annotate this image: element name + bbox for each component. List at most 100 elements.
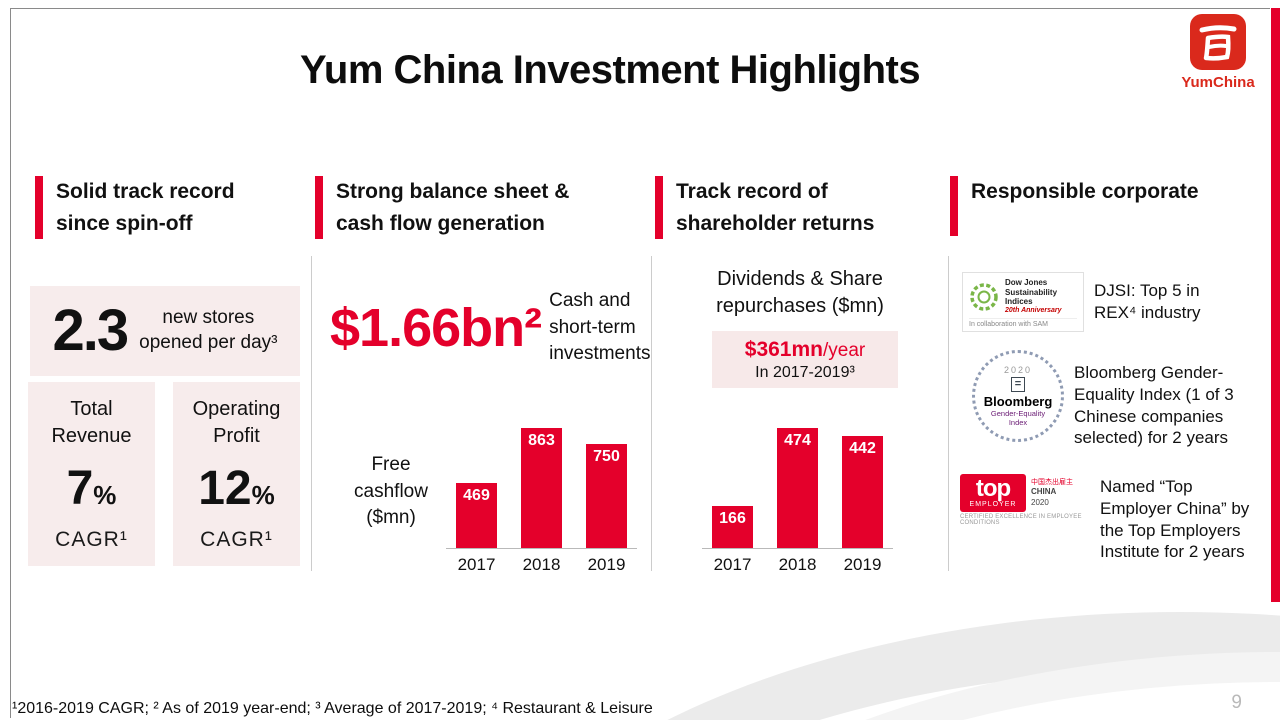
profit-caption: CAGR¹ — [200, 528, 273, 551]
header-text: Track record of shareholder returns — [676, 176, 874, 239]
djsi-logo-top: Dow Jones Sustainability Indices 20th An… — [969, 278, 1077, 315]
header-line: Strong balance sheet & — [336, 180, 570, 203]
djsi-logo-text: Dow Jones Sustainability Indices 20th An… — [1005, 278, 1062, 315]
bar-2018: 863 — [521, 428, 562, 548]
dividends-amount-suffix: /year — [822, 339, 866, 361]
profit-label: Operating Profit — [193, 396, 281, 450]
bloomberg-text: Bloomberg Gender-Equality Index (1 of 3 … — [1074, 363, 1234, 448]
employer-word: EMPLOYER — [969, 501, 1017, 508]
bar-2018: 474 — [777, 428, 818, 548]
profit-label-line2: Profit — [213, 425, 260, 447]
right-red-stripe — [1271, 8, 1280, 602]
top-employer-row: top EMPLOYER 中国杰出雇主 CHINA 2020 CERTIFIED… — [960, 474, 1264, 563]
bar-value-label: 863 — [528, 432, 555, 449]
bloomberg-year: 2020 — [1003, 365, 1033, 376]
top-word: top — [975, 475, 1011, 502]
revenue-value-row: 7% — [67, 465, 117, 513]
revenue-label-line1: Total — [70, 398, 113, 420]
bloomberg-gei-logo: 2020 = Bloomberg Gender-Equality Index — [972, 350, 1064, 442]
cash-label: Cash and short-term investments — [549, 290, 651, 365]
profit-value: 12 — [198, 462, 252, 515]
page-title: Yum China Investment Highlights — [299, 48, 921, 92]
cash-value: $1.66bn² — [330, 297, 542, 358]
bar-value-label: 166 — [719, 510, 746, 527]
djsi-anniversary: 20th Anniversary — [1005, 306, 1062, 314]
top-employer-year: 2020 — [1031, 497, 1049, 507]
footnote: ¹2016-2019 CAGR; ² As of 2019 year-end; … — [12, 700, 653, 717]
revenue-label: Total Revenue — [51, 396, 131, 450]
yumchina-logo-icon — [1190, 14, 1246, 70]
x-axis-labels: 2017 2018 2019 — [446, 549, 637, 575]
red-accent-bar — [315, 176, 323, 239]
cash-stat: $1.66bn² Cash and short-term investments — [330, 288, 665, 368]
header-text: Strong balance sheet & cash flow generat… — [336, 176, 569, 239]
revenue-value: 7 — [66, 462, 94, 515]
dividends-heading-line1: Dividends & Share — [717, 268, 883, 290]
equality-symbol-icon: = — [1010, 377, 1026, 392]
header-line: since spin-off — [56, 211, 193, 235]
djsi-logo: Dow Jones Sustainability Indices 20th An… — [962, 272, 1084, 333]
header-text: Responsible corporate — [971, 176, 1199, 236]
header-shareholder-returns: Track record of shareholder returns — [655, 176, 874, 239]
revenue-unit: % — [93, 480, 117, 510]
new-stores-value: 2.3 — [52, 298, 129, 363]
djsi-text: DJSI: Top 5 in REX⁴ industry — [1094, 281, 1201, 322]
bar-2017: 469 — [456, 483, 497, 548]
top-employer-cn: 中国杰出雇主 — [1031, 479, 1073, 487]
top-employer-logo-main: top EMPLOYER 中国杰出雇主 CHINA 2020 — [960, 474, 1090, 512]
top-employer-caption: CERTIFIED EXCELLENCE IN EMPLOYEE CONDITI… — [960, 514, 1082, 526]
x-tick: 2017 — [713, 555, 752, 574]
djsi-line1: Dow Jones — [1005, 278, 1048, 287]
bloomberg-sub: Gender-Equality Index — [991, 409, 1045, 427]
djsi-caption: In collaboration with SAM — [969, 318, 1077, 328]
red-accent-bar — [35, 176, 43, 239]
calligraphy-glyph — [1199, 25, 1237, 61]
header-balance-sheet: Strong balance sheet & cash flow generat… — [315, 176, 569, 239]
x-tick: 2019 — [587, 555, 626, 574]
dividends-chart: 166 474 442 2017 2018 2019 — [702, 418, 893, 575]
header-solid-track-record: Solid track record since spin-off — [35, 176, 235, 239]
revenue-caption: CAGR¹ — [55, 528, 128, 551]
dividends-amount-line: $361mn/year — [745, 338, 865, 362]
bloomberg-row: 2020 = Bloomberg Gender-Equality Index B… — [962, 350, 1250, 449]
brand-logo: YumChina — [1178, 14, 1258, 91]
new-stores-label-line1: new stores — [162, 307, 255, 329]
bloomberg-name: Bloomberg — [983, 393, 1053, 409]
bar-2019: 750 — [586, 444, 627, 548]
djsi-row: Dow Jones Sustainability Indices 20th An… — [962, 272, 1214, 333]
top-employer-text: Named “Top Employer China” by the Top Em… — [1100, 477, 1250, 562]
bar-value-label: 442 — [849, 440, 876, 457]
header-line: cash flow generation — [336, 211, 545, 235]
header-line: Track record of — [676, 180, 828, 203]
page-number: 9 — [1231, 692, 1242, 713]
bloomberg-sub-line1: Gender-Equality — [990, 408, 1046, 418]
new-stores-label-line2: opened per day³ — [139, 332, 278, 353]
djsi-leaf-icon — [970, 282, 998, 311]
header-text: Solid track record since spin-off — [56, 176, 235, 239]
top-employer-side: 中国杰出雇主 CHINA 2020 — [1031, 474, 1073, 512]
dividends-highlight-box: $361mn/year In 2017-2019³ — [712, 331, 898, 388]
red-accent-bar — [950, 176, 958, 236]
bar-2019: 442 — [842, 436, 883, 548]
revenue-label-line2: Revenue — [51, 425, 132, 447]
top-employer-country: CHINA — [1031, 487, 1057, 497]
profit-value-row: 12% — [198, 465, 275, 513]
red-accent-bar — [655, 176, 663, 239]
top-employer-badge-icon: top EMPLOYER — [960, 474, 1026, 512]
brand-name: YumChina — [1181, 74, 1255, 91]
header-responsible-corporate: Responsible corporate — [950, 176, 1199, 236]
free-cashflow-chart: 469 863 750 2017 2018 2019 — [446, 418, 637, 575]
x-tick: 2018 — [522, 555, 561, 574]
new-stores-stat-box: 2.3 new stores opened per day³ — [30, 286, 300, 376]
top-employer-logo: top EMPLOYER 中国杰出雇主 CHINA 2020 CERTIFIED… — [960, 474, 1090, 526]
bar-2017: 166 — [712, 506, 753, 548]
bar-value-label: 750 — [593, 448, 620, 465]
djsi-line2: Sustainability — [1005, 287, 1058, 297]
x-tick: 2019 — [843, 555, 882, 574]
bar-value-label: 469 — [463, 487, 490, 504]
dividends-heading: Dividends & Share repurchases ($mn) — [655, 266, 945, 320]
dividends-amount: $361mn — [744, 337, 823, 361]
profit-stat-box: Operating Profit 12% CAGR¹ — [173, 382, 300, 566]
header-line: Responsible corporate — [971, 180, 1199, 203]
